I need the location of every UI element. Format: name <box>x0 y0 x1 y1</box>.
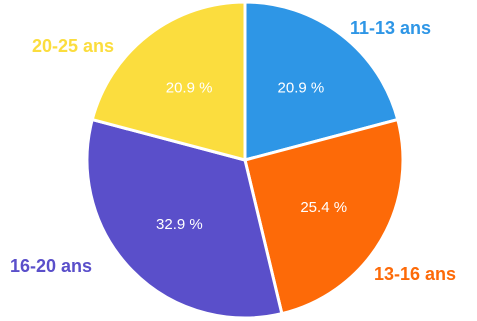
pie-slice-20-25-ans <box>90 0 247 162</box>
category-label: 11-13 ans <box>350 18 431 38</box>
slice-value-label: 20.9 % <box>278 79 325 96</box>
category-label: 20-25 ans <box>32 36 114 56</box>
slice-value-label: 32.9 % <box>156 216 203 233</box>
category-label: 13-16 ans <box>374 264 456 284</box>
slice-value-label: 20.9 % <box>166 79 213 96</box>
pie-slice-11-13-ans <box>243 0 400 162</box>
pie-slice-16-20-ans <box>85 118 284 320</box>
slice-value-label: 25.4 % <box>300 199 347 216</box>
pie-slice-13-16-ans <box>243 118 405 316</box>
category-label: 16-20 ans <box>10 256 92 276</box>
